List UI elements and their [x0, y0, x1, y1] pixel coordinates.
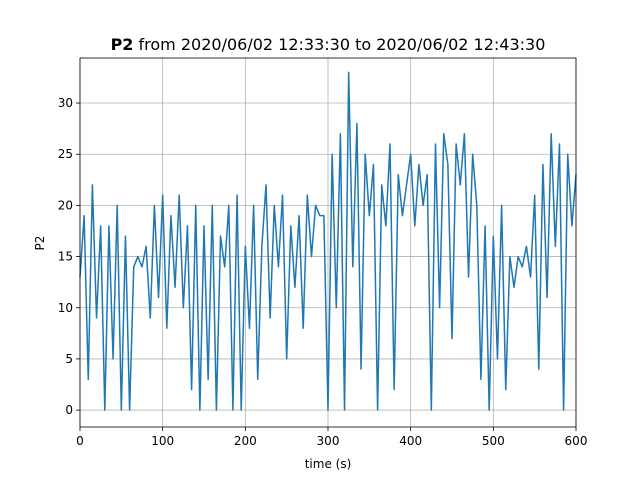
y-tick-label: 5 [65, 352, 73, 366]
x-tick-label: 500 [482, 434, 505, 448]
data-line [79, 71, 577, 411]
chart-title: P2 from 2020/06/02 12:33:30 to 2020/06/0… [111, 35, 546, 54]
y-tick-label: 25 [58, 147, 73, 161]
x-tick-label: 200 [234, 434, 257, 448]
y-tick-label: 20 [58, 198, 73, 212]
x-tick-label: 0 [76, 434, 84, 448]
y-tick-label: 15 [58, 250, 73, 264]
x-tick-label: 300 [317, 434, 340, 448]
title-parameter: P2 [111, 35, 134, 54]
title-text: from 2020/06/02 12:33:30 to 2020/06/02 1… [139, 35, 546, 54]
x-tick-label: 400 [399, 434, 422, 448]
x-tick-label: 600 [565, 434, 588, 448]
y-tick-label: 0 [65, 403, 73, 417]
y-axis-label: P2 [33, 236, 47, 251]
x-tick-label: 100 [151, 434, 174, 448]
y-tick-label: 30 [58, 96, 73, 110]
y-tick-label: 10 [58, 301, 73, 315]
plot-frame [79, 57, 577, 428]
x-axis-label: time (s) [305, 457, 352, 471]
